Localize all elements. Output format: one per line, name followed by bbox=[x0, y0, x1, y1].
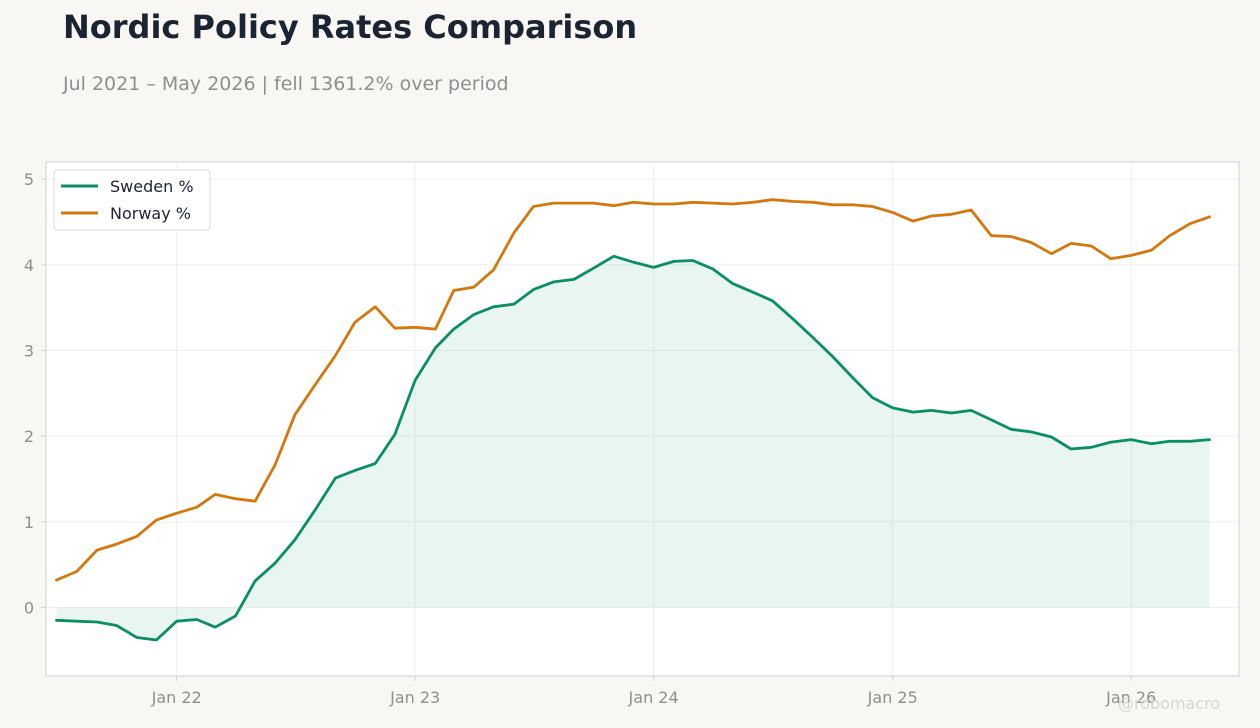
x-tick-label: Jan 23 bbox=[389, 688, 440, 707]
y-tick-label: 3 bbox=[24, 341, 34, 360]
y-tick-label: 4 bbox=[24, 256, 34, 275]
legend: Sweden % Norway % bbox=[53, 169, 211, 231]
y-tick-label: 5 bbox=[24, 170, 34, 189]
x-tick-label: Jan 26 bbox=[1105, 688, 1156, 707]
y-tick-label: 2 bbox=[24, 427, 34, 446]
y-tick-label: 1 bbox=[24, 513, 34, 532]
watermark: @robomacro bbox=[1118, 694, 1221, 713]
series-lines bbox=[55, 198, 1211, 642]
x-axis: Jan 22 Jan 23 Jan 24 Jan 25 Jan 26 bbox=[151, 676, 1156, 707]
chart-subtitle: Jul 2021 – May 2026 | fell 1361.2% over … bbox=[63, 73, 509, 95]
x-tick-label: Jan 22 bbox=[151, 688, 202, 707]
series-area-sweden bbox=[56, 256, 1210, 640]
series-line-sweden bbox=[55, 254, 1211, 642]
legend-label-norway: Norway % bbox=[110, 204, 191, 223]
x-tick-label: Jan 25 bbox=[867, 688, 918, 707]
series-line-norway bbox=[55, 198, 1211, 582]
legend-label-sweden: Sweden % bbox=[110, 177, 194, 196]
y-axis: 0 1 2 3 4 5 bbox=[24, 170, 46, 617]
x-tick-label: Jan 24 bbox=[628, 688, 679, 707]
area-fill bbox=[56, 256, 1210, 640]
chart-title: Nordic Policy Rates Comparison bbox=[63, 8, 638, 46]
y-tick-label: 0 bbox=[24, 598, 34, 617]
